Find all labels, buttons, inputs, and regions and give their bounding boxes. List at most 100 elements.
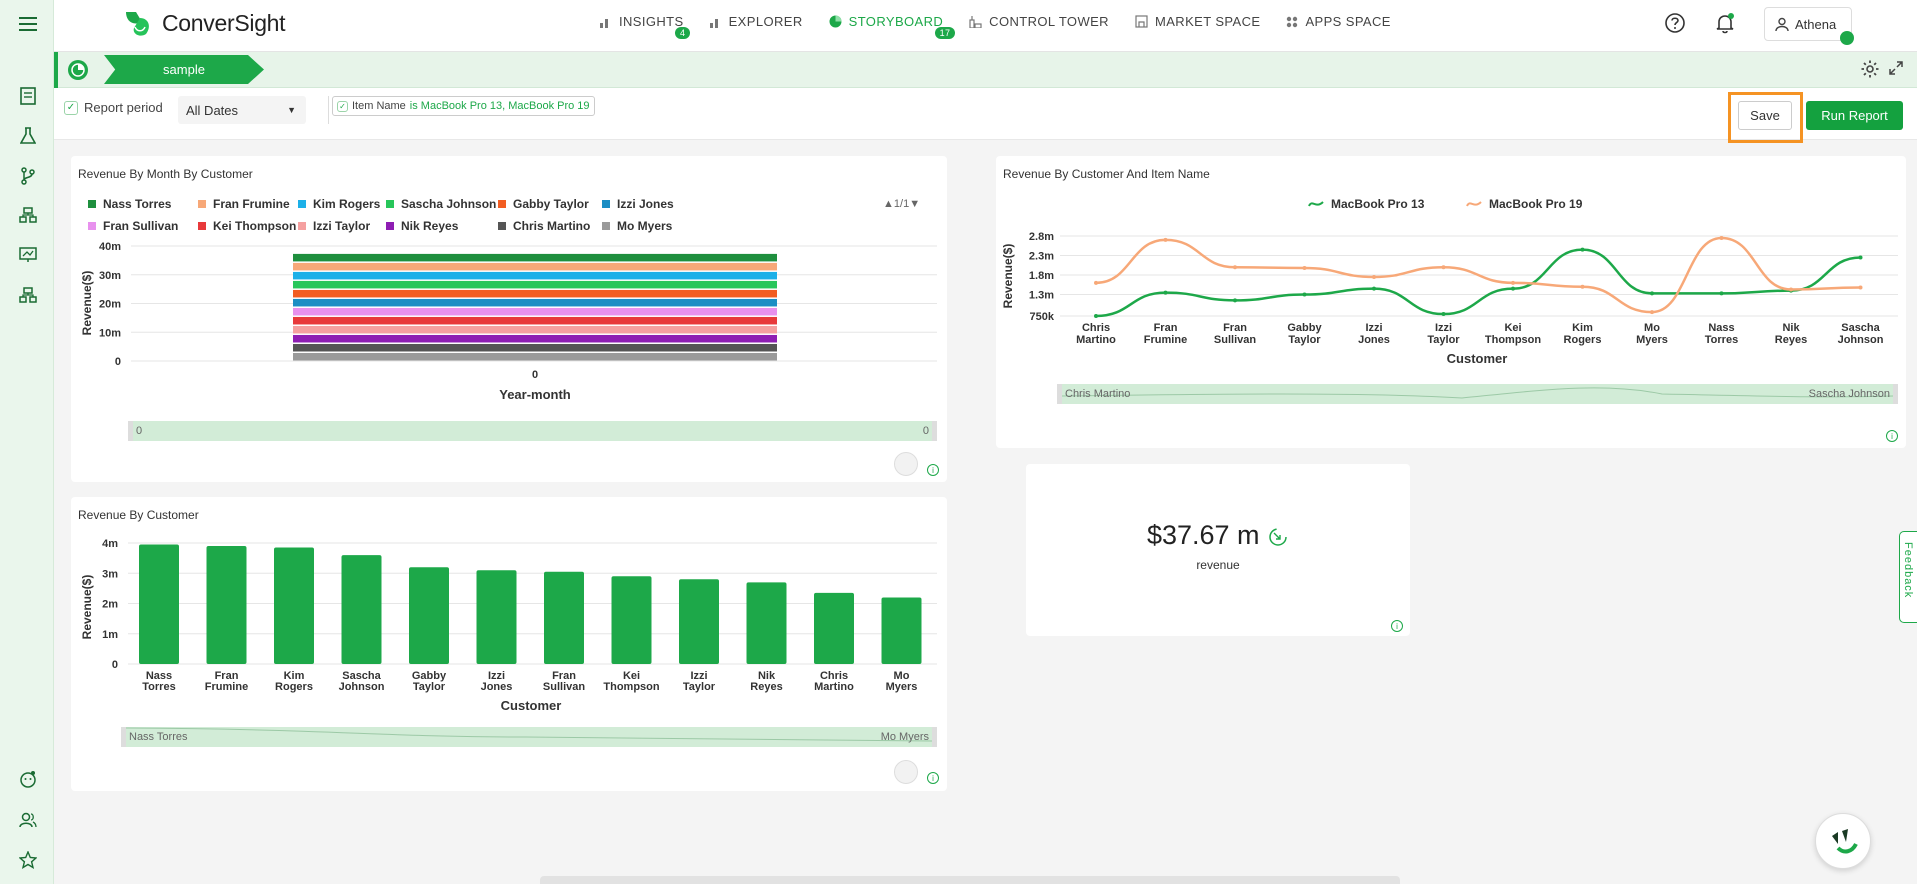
report-icon[interactable]: [17, 85, 39, 107]
x-tick-label: Torres: [1705, 334, 1738, 346]
info-icon[interactable]: i: [927, 464, 939, 476]
legend-page-indicator: 1/1: [893, 198, 910, 210]
top-navigation-bar: ConverSight INSIGHTS 4 EXPLORER STORYBOA…: [54, 0, 1917, 52]
info-icon[interactable]: i: [1391, 620, 1403, 632]
save-button[interactable]: Save: [1738, 101, 1792, 130]
kpi-value-text: $37.67 m: [1146, 520, 1260, 550]
x-tick-label: Reyes: [750, 681, 782, 693]
run-report-button[interactable]: Run Report: [1806, 101, 1903, 130]
check-icon[interactable]: ✓: [337, 100, 348, 112]
chevron-down-icon[interactable]: [1840, 31, 1854, 45]
bar: [814, 592, 854, 664]
x-tick-label: Nik: [758, 670, 776, 682]
y-tick-label: 2m: [102, 599, 118, 611]
legend-item[interactable]: Fran Frumine: [198, 197, 290, 211]
storyboard-badge: 17: [934, 27, 956, 39]
y-tick-label: 0: [112, 659, 118, 671]
star-icon[interactable]: [17, 849, 39, 871]
storyboard-pie-icon[interactable]: [68, 60, 88, 80]
nav-storyboard[interactable]: STORYBOARD 17: [829, 14, 956, 39]
x-tick-label: Izzi: [488, 670, 505, 682]
nav-apps-space[interactable]: APPS SPACE: [1286, 14, 1390, 29]
legend-item[interactable]: Gabby Taylor: [498, 197, 589, 211]
conversight-logo[interactable]: ConverSight: [122, 8, 286, 38]
notification-bell-icon[interactable]: [1714, 12, 1736, 39]
bar-chart: 01m2m3m4mRevenue($)NassTorresFranFrumine…: [80, 538, 937, 713]
legend-item[interactable]: Sascha Johnson: [386, 197, 496, 211]
x-tick-label: Mo: [1644, 322, 1660, 334]
zoom-slider[interactable]: Nass Torres Mo Myers: [121, 727, 937, 747]
item-name-filter-chip[interactable]: ✓ Item Name is MacBook Pro 13, MacBook P…: [332, 96, 595, 116]
date-range-value: All Dates: [186, 102, 239, 118]
users-icon[interactable]: [17, 809, 39, 831]
legend-label: Fran Sullivan: [103, 219, 179, 233]
feedback-tab[interactable]: Feedback: [1899, 531, 1917, 623]
flask-icon[interactable]: [17, 125, 39, 147]
bar: [206, 546, 247, 664]
legend-item[interactable]: MacBook Pro 13: [1308, 197, 1424, 211]
bar: [611, 576, 652, 664]
gear-icon[interactable]: [1860, 59, 1880, 84]
legend-label: Chris Martino: [513, 219, 591, 233]
zoom-start-label: 0: [136, 425, 143, 437]
legend-item[interactable]: Chris Martino: [498, 219, 590, 233]
x-tick-label: Torres: [142, 681, 175, 693]
legend-swatch: [386, 200, 394, 208]
expand-icon[interactable]: [1889, 61, 1903, 80]
data-point: [1650, 310, 1654, 315]
zoom-slider[interactable]: 0 0: [128, 421, 937, 441]
nav-insights[interactable]: INSIGHTS 4: [600, 14, 691, 39]
legend-item[interactable]: Izzi Jones: [602, 197, 674, 211]
legend-item[interactable]: Kei Thompson: [198, 219, 296, 233]
insights-badge: 4: [675, 27, 691, 39]
y-tick-label: 0: [115, 356, 121, 368]
info-icon[interactable]: i: [1886, 430, 1898, 442]
data-point: [1858, 285, 1863, 290]
chart-title: Revenue By Month By Customer: [78, 167, 253, 181]
legend-item[interactable]: Nik Reyes: [386, 219, 458, 233]
storyboard-tab-sample[interactable]: sample: [104, 55, 264, 84]
bar-chart-icon: [709, 18, 718, 28]
zoom-slider[interactable]: Chris Martino Sascha Johnson: [1057, 384, 1898, 404]
y-tick-label: 750k: [1030, 311, 1055, 323]
data-point: [1094, 314, 1098, 318]
bot-assistant-icon[interactable]: [894, 452, 918, 476]
info-icon[interactable]: i: [927, 772, 939, 784]
nav-market-space[interactable]: MARKET SPACE: [1135, 14, 1260, 29]
hamburger-menu-icon[interactable]: [17, 13, 39, 35]
nav-control-tower[interactable]: CONTROL TOWER: [969, 14, 1109, 29]
branch-icon[interactable]: [17, 165, 39, 187]
zoom-start-label: Chris Martino: [1065, 388, 1131, 400]
legend-line-icon: [1466, 201, 1482, 207]
legend-item[interactable]: Fran Sullivan: [88, 219, 178, 233]
nav-explorer[interactable]: EXPLORER: [709, 14, 803, 29]
presentation-icon[interactable]: [17, 244, 39, 266]
nav-insights-label: INSIGHTS: [619, 14, 684, 29]
check-icon[interactable]: ✓: [64, 100, 78, 115]
bar: [881, 597, 922, 664]
help-icon[interactable]: [1664, 12, 1686, 39]
legend-item[interactable]: Nass Torres: [88, 197, 171, 211]
legend-pager[interactable]: ▲1/1▼: [883, 198, 921, 210]
chatbot-launcher[interactable]: [1815, 813, 1871, 869]
legend-item[interactable]: Kim Rogers: [298, 197, 380, 211]
hierarchy-icon[interactable]: [17, 204, 39, 226]
network-icon[interactable]: [17, 284, 39, 306]
date-range-select[interactable]: All Dates ▼: [178, 96, 306, 124]
y-tick-label: 20m: [99, 299, 121, 311]
user-menu[interactable]: Athena: [1764, 7, 1854, 45]
legend-item[interactable]: MacBook Pro 19: [1466, 197, 1582, 211]
bot-assistant-icon[interactable]: [894, 760, 918, 784]
data-point: [1302, 266, 1307, 270]
data-point: [1511, 280, 1515, 285]
legend-swatch: [88, 200, 96, 208]
legend-item[interactable]: Mo Myers: [602, 219, 672, 233]
legend-item[interactable]: Izzi Taylor: [298, 219, 370, 233]
storyboard-strip: sample: [54, 52, 1917, 88]
tower-icon: [969, 16, 982, 28]
robot-icon[interactable]: [17, 768, 39, 790]
x-tick-label: Taylor: [683, 681, 716, 693]
stacked-bar-segment: [293, 253, 777, 262]
report-period-filter[interactable]: ✓ Report period: [64, 100, 163, 115]
data-point: [1372, 286, 1376, 291]
